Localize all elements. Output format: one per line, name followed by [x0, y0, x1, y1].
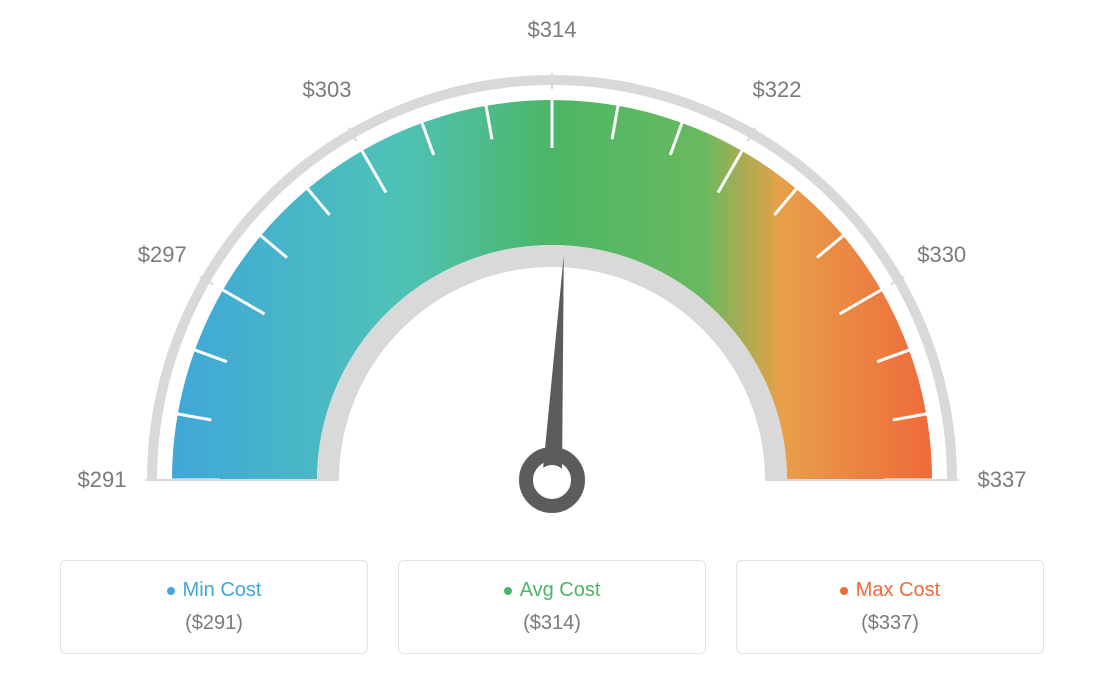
legend-dot-min — [167, 587, 175, 595]
gauge-tick-label: $314 — [528, 17, 577, 43]
gauge-tick-label: $291 — [78, 467, 127, 493]
legend-card-min: Min Cost ($291) — [60, 560, 368, 654]
gauge-chart: $291 $297 $303 $314 $322 $330 $337 — [0, 0, 1104, 560]
legend-min-value: ($291) — [73, 612, 355, 635]
gauge-tick-label: $337 — [978, 467, 1027, 493]
legend-dot-avg — [504, 587, 512, 595]
legend-max-value: ($337) — [749, 612, 1031, 635]
legend-avg-label: Avg Cost — [520, 579, 601, 602]
legend-min-label: Min Cost — [183, 579, 262, 602]
gauge-tick-label: $322 — [753, 77, 802, 103]
legend-card-avg: Avg Cost ($314) — [398, 560, 706, 654]
legend-row: Min Cost ($291) Avg Cost ($314) Max Cost… — [0, 560, 1104, 654]
legend-dot-max — [840, 587, 848, 595]
gauge-tick-label: $297 — [138, 242, 187, 268]
legend-card-max: Max Cost ($337) — [736, 560, 1044, 654]
gauge-svg — [0, 0, 1104, 560]
gauge-tick-label: $330 — [917, 242, 966, 268]
legend-max-label: Max Cost — [856, 579, 940, 602]
legend-avg-value: ($314) — [411, 612, 693, 635]
gauge-tick-label: $303 — [303, 77, 352, 103]
